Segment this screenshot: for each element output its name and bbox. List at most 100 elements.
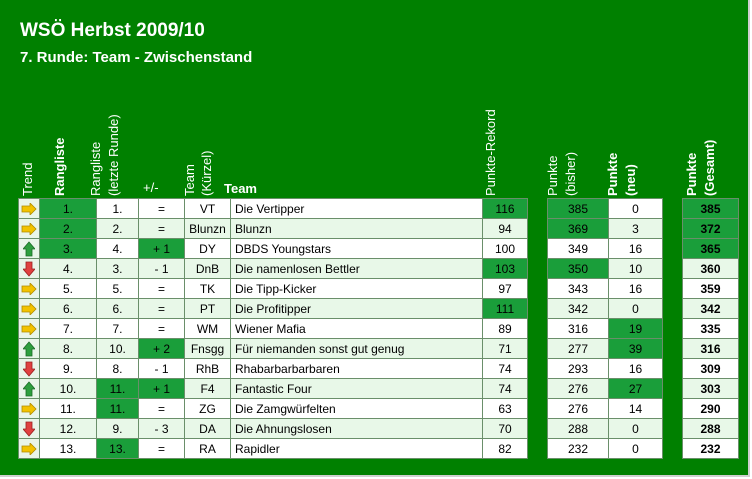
table-row: 7. 7. = WM Wiener Mafia 89 316 19 335 <box>18 318 739 339</box>
record-cell: 94 <box>482 218 528 239</box>
points-prev-cell: 385 <box>547 198 609 219</box>
points-total-cell: 316 <box>682 338 739 359</box>
points-prev-cell: 343 <box>547 278 609 299</box>
team-name-cell: Die namenlosen Bettler <box>230 258 483 279</box>
arrow-right-icon <box>18 218 40 239</box>
diff-cell: = <box>138 298 185 319</box>
rank-cell: 12. <box>39 418 97 439</box>
rank-cell: 6. <box>39 298 97 319</box>
last-rank-cell: 5. <box>96 278 139 299</box>
record-cell: 100 <box>482 238 528 259</box>
rank-cell: 10. <box>39 378 97 399</box>
page-subtitle: 7. Runde: Team - Zwischenstand <box>20 49 253 66</box>
rank-cell: 2. <box>39 218 97 239</box>
team-short-cell: PT <box>184 298 231 319</box>
points-prev-cell: 232 <box>547 438 609 459</box>
team-name-cell: Die Vertipper <box>230 198 483 219</box>
last-rank-cell: 8. <box>96 358 139 379</box>
points-total-cell: 372 <box>682 218 739 239</box>
team-name-cell: Fantastic Four <box>230 378 483 399</box>
rank-cell: 9. <box>39 358 97 379</box>
points-total-cell: 359 <box>682 278 739 299</box>
points-prev-cell: 369 <box>547 218 609 239</box>
table-row: 12. 9. - 3 DA Die Ahnungslosen 70 288 0 288 <box>18 418 739 439</box>
arrow-right-icon <box>18 318 40 339</box>
arrow-right-icon <box>18 298 40 319</box>
points-prev-cell: 293 <box>547 358 609 379</box>
diff-cell: + 2 <box>138 338 185 359</box>
team-short-cell: TK <box>184 278 231 299</box>
arrow-down-icon <box>18 258 40 279</box>
header-team: Team <box>224 181 257 196</box>
diff-cell: = <box>138 398 185 419</box>
team-short-cell: RA <box>184 438 231 459</box>
points-total-cell: 335 <box>682 318 739 339</box>
team-short-cell: Blunzn <box>184 218 231 239</box>
record-cell: 74 <box>482 358 528 379</box>
team-short-cell: F4 <box>184 378 231 399</box>
table-row: 6. 6. = PT Die Profitipper 111 342 0 342 <box>18 298 739 319</box>
points-prev-cell: 316 <box>547 318 609 339</box>
team-name-cell: Wiener Mafia <box>230 318 483 339</box>
team-name-cell: Blunzn <box>230 218 483 239</box>
diff-cell: - 3 <box>138 418 185 439</box>
diff-cell: = <box>138 438 185 459</box>
diff-cell: - 1 <box>138 358 185 379</box>
table-row: 2. 2. = Blunzn Blunzn 94 369 3 372 <box>18 218 739 239</box>
last-rank-cell: 13. <box>96 438 139 459</box>
table-row: 8. 10. + 2 Fnsgg Für niemanden sonst gut gen… <box>18 338 739 359</box>
points-total-cell: 309 <box>682 358 739 379</box>
arrow-right-icon <box>18 438 40 459</box>
team-short-cell: VT <box>184 198 231 219</box>
diff-cell: = <box>138 318 185 339</box>
points-new-cell: 0 <box>608 198 663 219</box>
team-name-cell: Rhabarbarbarbaren <box>230 358 483 379</box>
points-new-cell: 16 <box>608 238 663 259</box>
last-rank-cell: 4. <box>96 238 139 259</box>
record-cell: 82 <box>482 438 528 459</box>
points-new-cell: 0 <box>608 418 663 439</box>
table-row: 11. 11. = ZG Die Zamgwürfelten 63 276 14 290 <box>18 398 739 419</box>
team-short-cell: WM <box>184 318 231 339</box>
table-row: 10. 11. + 1 F4 Fantastic Four 74 276 27 303 <box>18 378 739 399</box>
record-cell: 103 <box>482 258 528 279</box>
table-row: 1. 1. = VT Die Vertipper 116 385 0 385 <box>18 198 739 219</box>
points-new-cell: 0 <box>608 438 663 459</box>
points-prev-cell: 276 <box>547 378 609 399</box>
rank-cell: 1. <box>39 198 97 219</box>
points-total-cell: 232 <box>682 438 739 459</box>
arrow-up-icon <box>18 338 40 359</box>
rank-cell: 11. <box>39 398 97 419</box>
last-rank-cell: 6. <box>96 298 139 319</box>
points-total-cell: 360 <box>682 258 739 279</box>
team-name-cell: Die Zamgwürfelten <box>230 398 483 419</box>
team-short-cell: RhB <box>184 358 231 379</box>
diff-cell: = <box>138 218 185 239</box>
table-row: 4. 3. - 1 DnB Die namenlosen Bettler 103 350 10… <box>18 258 739 279</box>
points-prev-cell: 288 <box>547 418 609 439</box>
diff-cell: = <box>138 198 185 219</box>
points-total-cell: 342 <box>682 298 739 319</box>
diff-cell: - 1 <box>138 258 185 279</box>
points-total-cell: 385 <box>682 198 739 219</box>
points-prev-cell: 349 <box>547 238 609 259</box>
points-prev-cell: 342 <box>547 298 609 319</box>
diff-cell: = <box>138 278 185 299</box>
last-rank-cell: 1. <box>96 198 139 219</box>
team-name-cell: Die Profitipper <box>230 298 483 319</box>
arrow-right-icon <box>18 398 40 419</box>
team-name-cell: Für niemanden sonst gut genug <box>230 338 483 359</box>
table-row: 3. 4. + 1 DY DBDS Youngstars 100 349 16 365 <box>18 238 739 259</box>
record-cell: 74 <box>482 378 528 399</box>
last-rank-cell: 3. <box>96 258 139 279</box>
diff-cell: + 1 <box>138 378 185 399</box>
header-diff: +/- <box>143 180 159 195</box>
team-short-cell: ZG <box>184 398 231 419</box>
last-rank-cell: 10. <box>96 338 139 359</box>
points-prev-cell: 350 <box>547 258 609 279</box>
points-new-cell: 39 <box>608 338 663 359</box>
record-cell: 97 <box>482 278 528 299</box>
record-cell: 71 <box>482 338 528 359</box>
points-new-cell: 0 <box>608 298 663 319</box>
